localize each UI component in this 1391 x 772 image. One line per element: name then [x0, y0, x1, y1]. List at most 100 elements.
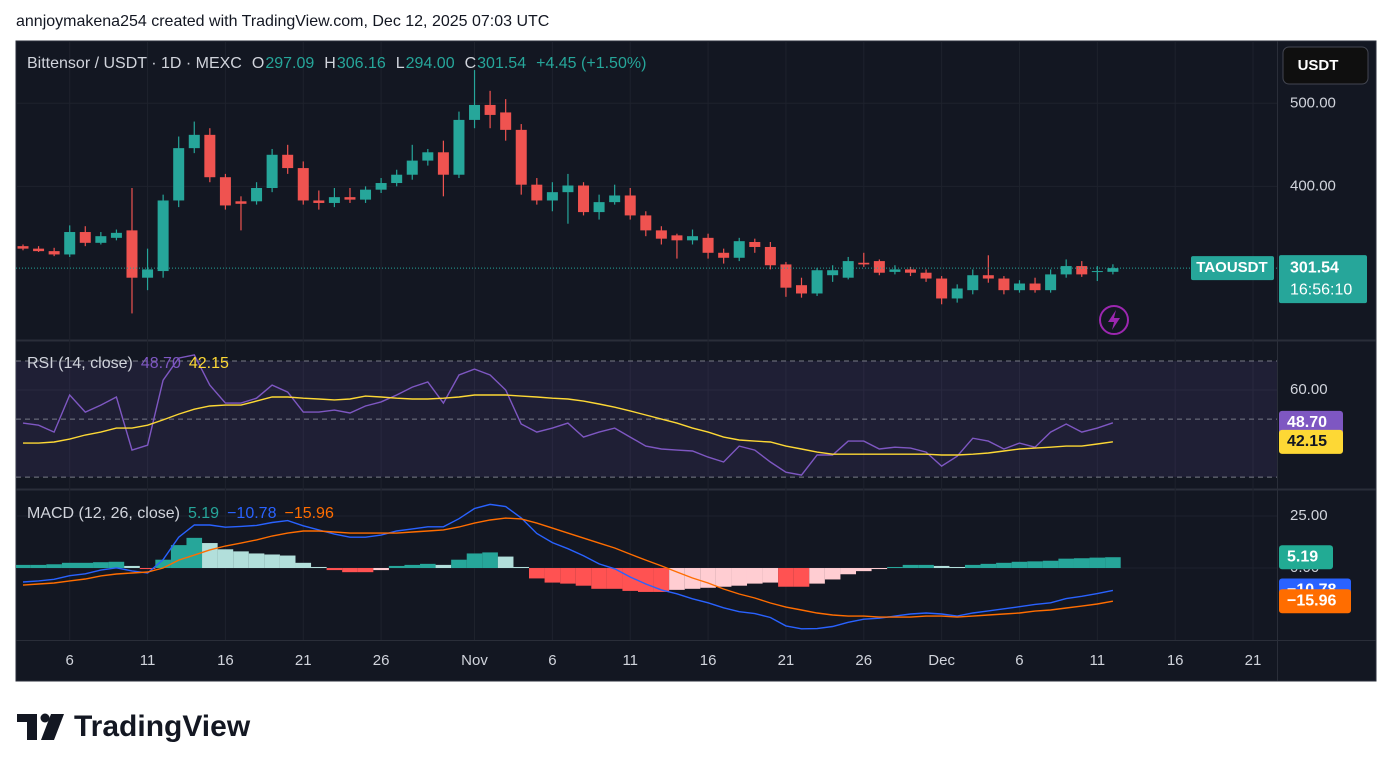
candle-body: [328, 197, 340, 203]
candle-body: [1013, 283, 1025, 291]
plot-layer: [16, 41, 1277, 640]
candle-body: [671, 235, 683, 241]
rsi-tag: 48.70: [1287, 414, 1327, 431]
candle-body: [764, 246, 776, 266]
histogram-bar: [1089, 557, 1106, 569]
candle-body: [546, 192, 558, 201]
histogram-bar: [16, 564, 31, 569]
brand-name: TradingView: [74, 710, 251, 743]
candle-body: [48, 251, 60, 255]
candle-body: [313, 200, 325, 203]
histogram-bar: [30, 564, 47, 569]
x-tick-label: 6: [1015, 652, 1023, 669]
histogram-bar: [77, 562, 94, 569]
logo-dot: [40, 713, 50, 723]
legend-text: MACD (12, 26, close): [27, 505, 180, 522]
currency-label[interactable]: USDT: [1298, 57, 1339, 74]
histogram-bar: [606, 568, 623, 589]
candle-body: [796, 285, 807, 294]
attribution: annjoymakena254 created with TradingView…: [16, 13, 549, 30]
candle-body: [578, 185, 590, 213]
candle-body: [266, 154, 278, 189]
histogram-bar: [1073, 558, 1090, 569]
rsi-tag: 42.15: [1287, 433, 1327, 450]
candle-body: [718, 252, 730, 258]
histogram-bar: [824, 568, 841, 580]
candle-body: [344, 197, 356, 200]
candle-body: [920, 272, 932, 279]
histogram-bar: [700, 568, 716, 588]
histogram-bar: [1027, 561, 1043, 569]
legend-text: −10.78: [227, 505, 276, 522]
legend-text: +4.45 (+1.50%): [536, 55, 646, 72]
histogram-bar: [155, 559, 171, 569]
candle-body: [889, 269, 901, 272]
logo-slash: [41, 714, 64, 740]
candle-body: [500, 112, 512, 130]
candle-body: [531, 184, 543, 201]
candle-body: [110, 232, 122, 238]
alert-icon-bolt[interactable]: [1108, 310, 1120, 330]
histogram-bar: [1105, 557, 1121, 569]
histogram-bar: [295, 562, 312, 569]
macd-tag: −15.96: [1287, 592, 1336, 609]
histogram-bar: [918, 564, 934, 569]
histogram-bar: [264, 554, 280, 569]
alert-icon-ring[interactable]: [1099, 305, 1129, 335]
rsi-tag-box: [1279, 429, 1343, 454]
macd-tag-box: [1279, 545, 1333, 570]
alert-icon[interactable]: [1099, 305, 1129, 335]
legend-text: O: [252, 55, 264, 72]
logo-t: [17, 714, 37, 740]
legend-text: 301.54: [477, 55, 526, 72]
candle-body: [406, 160, 418, 175]
series-line: [22, 354, 1114, 476]
currency-button[interactable]: USDT: [1282, 46, 1369, 85]
candle-body: [655, 230, 667, 239]
candle-body: [749, 241, 761, 247]
legend-text: 294.00: [406, 55, 455, 72]
macd-tag-box: [1279, 589, 1351, 614]
histogram-bar: [482, 552, 498, 569]
histogram-bar: [871, 568, 888, 570]
histogram-bar: [326, 568, 343, 571]
candle-body: [687, 236, 699, 241]
series-line: [22, 503, 1114, 630]
histogram-bar: [996, 562, 1012, 569]
candle-body: [1091, 271, 1103, 273]
candle-body: [282, 154, 294, 169]
histogram-bar: [233, 551, 249, 569]
candle-body: [858, 262, 870, 265]
price-tag-box: [1279, 255, 1367, 304]
histogram-bar: [342, 568, 358, 573]
histogram-bar: [1042, 560, 1059, 569]
candle-body: [827, 270, 839, 276]
candle-body: [1029, 283, 1041, 291]
candle-body: [811, 270, 823, 294]
histogram-bar: [93, 562, 109, 569]
x-tick-label: 21: [295, 652, 312, 669]
candle-body: [469, 104, 481, 120]
candle-body: [157, 200, 169, 272]
candle-body: [360, 189, 372, 200]
x-tick-label: 16: [1167, 652, 1184, 669]
histogram-bar: [497, 556, 514, 569]
legend-text: 306.16: [337, 55, 386, 72]
histogram-bar: [513, 566, 530, 569]
candle-body: [79, 232, 91, 243]
histogram-bar: [762, 568, 779, 583]
histogram-bar: [357, 568, 374, 573]
candle-body: [95, 236, 107, 243]
candle-body: [17, 246, 29, 249]
histogram-bar: [529, 568, 545, 579]
histogram-bar: [248, 553, 265, 569]
candle-body: [235, 201, 247, 204]
histogram-bar: [638, 568, 654, 592]
currency-button-box[interactable]: [1282, 46, 1369, 85]
candle-body: [702, 237, 714, 253]
x-tick-label: 26: [855, 652, 872, 669]
candle-body: [142, 269, 154, 278]
histogram-bar: [46, 564, 62, 569]
histogram-bar: [186, 537, 203, 569]
